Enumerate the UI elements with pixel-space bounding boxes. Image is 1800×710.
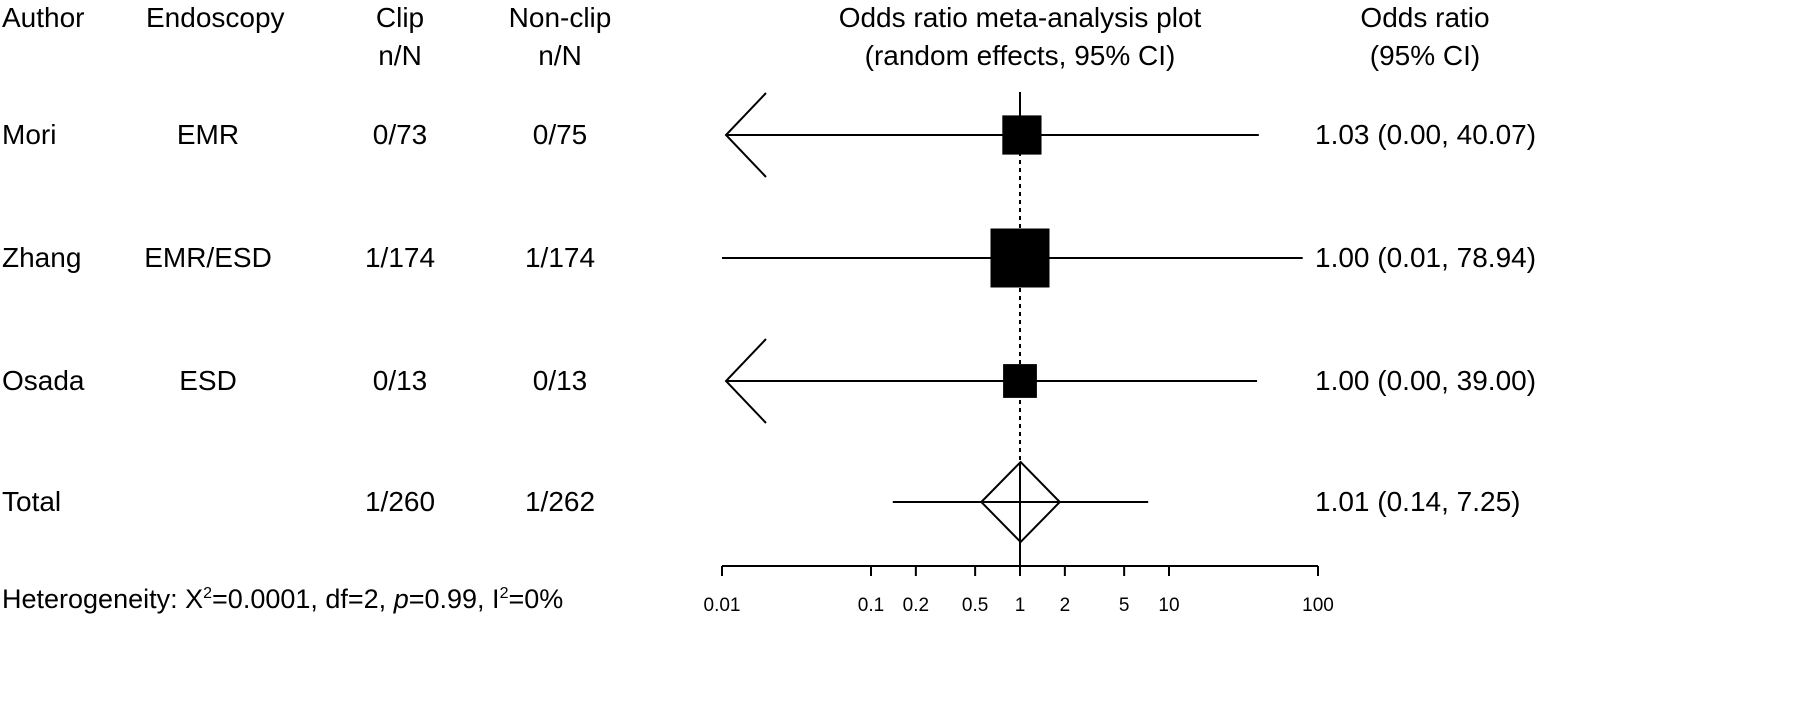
ci-arrow-mori: [724, 92, 767, 178]
header-or-line2: (95% CI): [1369, 40, 1481, 71]
het-p-val: =0.99, I: [408, 584, 500, 614]
row-or-text: 1.00 (0.01, 78.94): [1315, 242, 1537, 273]
header-endoscopy: Endoscopy: [146, 2, 285, 33]
row-clip: 0/13: [372, 365, 428, 396]
het-chi-val: =0.0001, df=2,: [212, 584, 394, 614]
row-nonclip: 0/13: [532, 365, 588, 396]
row-author: Mori: [2, 119, 57, 150]
plot-title-line1: Odds ratio meta-analysis plot: [838, 2, 1202, 33]
row-nonclip: 0/75: [532, 119, 588, 150]
total-author: Total: [2, 486, 62, 517]
x-tick-label: 100: [1302, 595, 1334, 616]
het-i-sup: 2: [499, 585, 509, 602]
total-nonclip: 1/262: [524, 486, 596, 517]
x-tick-label: 5: [1119, 595, 1130, 616]
header-clip-line2: n/N: [378, 40, 422, 71]
x-tick-label: 0.01: [704, 595, 741, 616]
header-clip-line1: Clip: [375, 2, 425, 33]
total-or-text: 1.01 (0.14, 7.25): [1315, 486, 1521, 517]
row-endoscopy: ESD: [179, 365, 237, 396]
x-tick-label: 10: [1158, 595, 1179, 616]
row-endoscopy: EMR: [176, 119, 240, 150]
x-tick-label: 2: [1060, 595, 1071, 616]
header-nonclip-line1: Non-clip: [508, 2, 612, 33]
x-tick-label: 0.1: [858, 595, 884, 616]
x-tick-label: 1: [1015, 595, 1026, 616]
header-or-line1: Odds ratio: [1360, 2, 1490, 33]
pooled-diamond: [979, 460, 1062, 544]
ci-arrow-osada: [724, 338, 767, 424]
point-estimate-mori: [1002, 115, 1042, 155]
point-estimate-osada: [1003, 364, 1037, 398]
total-clip: 1/260: [364, 486, 436, 517]
row-author: Zhang: [2, 242, 82, 273]
row-or-text: 1.03 (0.00, 40.07): [1315, 119, 1537, 150]
header-author: Author: [2, 2, 85, 33]
x-tick-label: 0.2: [903, 595, 929, 616]
het-prefix: Heterogeneity: X: [2, 584, 204, 614]
het-i-val: =0%: [508, 584, 564, 614]
row-or-text: 1.00 (0.00, 39.00): [1315, 365, 1537, 396]
row-clip: 1/174: [364, 242, 436, 273]
row-clip: 0/73: [372, 119, 428, 150]
heterogeneity-note: Heterogeneity: X2=0.0001, df=2, p=0.99, …: [2, 584, 563, 615]
x-tick-label: 0.5: [962, 595, 988, 616]
plot-title-line2: (random effects, 95% CI): [864, 40, 1176, 71]
het-p-label: p: [393, 584, 409, 614]
point-estimate-zhang: [990, 228, 1050, 288]
row-author: Osada: [2, 365, 85, 396]
row-nonclip: 1/174: [524, 242, 596, 273]
het-chi-sup: 2: [203, 585, 213, 602]
header-nonclip-line2: n/N: [538, 40, 582, 71]
row-endoscopy: EMR/ESD: [144, 242, 272, 273]
